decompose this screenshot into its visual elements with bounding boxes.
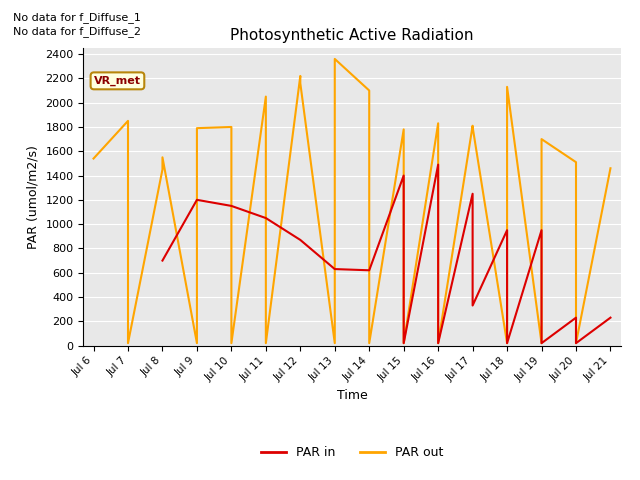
Text: No data for f_Diffuse_2: No data for f_Diffuse_2	[13, 26, 141, 37]
Y-axis label: PAR (umol/m2/s): PAR (umol/m2/s)	[27, 145, 40, 249]
X-axis label: Time: Time	[337, 388, 367, 402]
Text: No data for f_Diffuse_1: No data for f_Diffuse_1	[13, 12, 141, 23]
Title: Photosynthetic Active Radiation: Photosynthetic Active Radiation	[230, 28, 474, 43]
Legend: PAR in, PAR out: PAR in, PAR out	[255, 441, 449, 464]
Text: VR_met: VR_met	[94, 76, 141, 86]
